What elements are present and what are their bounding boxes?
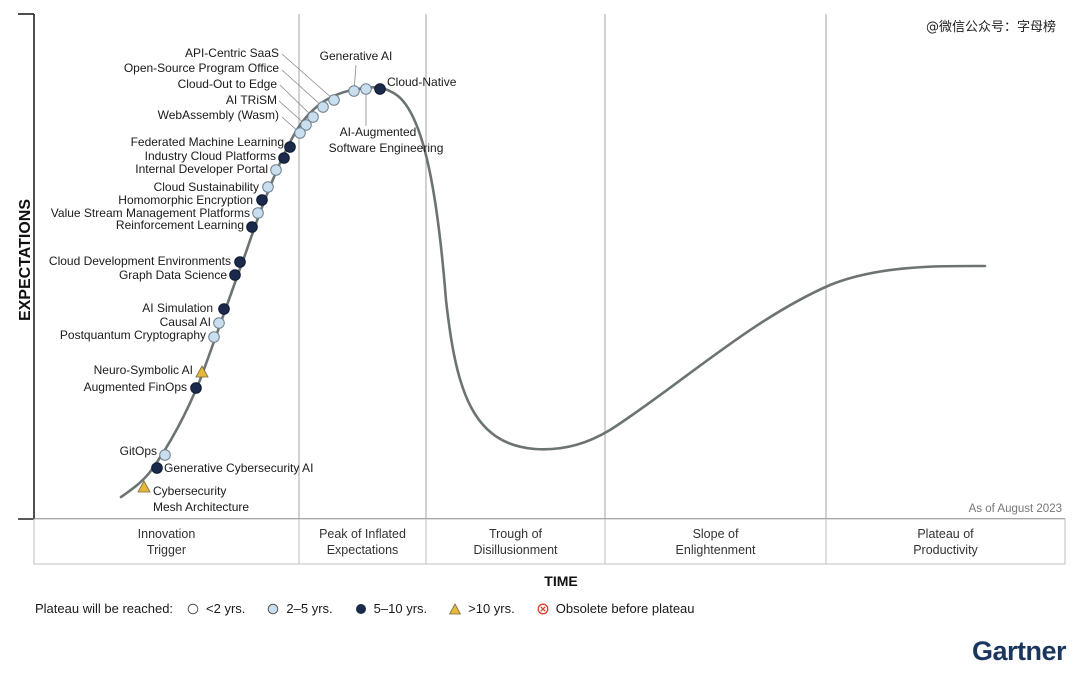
tech-marker-circle (256, 194, 268, 206)
tech-label: WebAssembly (Wasm) (158, 108, 279, 122)
legend-item-obsolete: Obsolete before plateau (537, 601, 695, 616)
tech-marker-circle (252, 207, 264, 219)
label-leader-line (278, 100, 307, 126)
tech-label: Postquantum Cryptography (60, 328, 206, 342)
tech-marker-circle (328, 94, 340, 106)
tech-label: Homomorphic Encryption (118, 193, 253, 207)
tech-label: Value Stream Management Platforms (51, 206, 250, 220)
watermark: @微信公众号：字母榜 (925, 20, 1056, 35)
phase-label: Slope of (693, 527, 739, 541)
tech-label: Causal AI (160, 315, 211, 329)
tech-label: Reinforcement Learning (116, 218, 244, 232)
phase-label: Peak of Inflated (319, 527, 406, 541)
phase-label: Productivity (913, 543, 978, 557)
tech-label: Internal Developer Portal (135, 162, 268, 176)
tech-label: Cloud Development Environments (49, 254, 231, 268)
tech-label: Cloud Sustainability (154, 180, 259, 194)
legend-obsolete-x-icon (537, 603, 549, 614)
tech-marker-circle (213, 317, 225, 329)
y-axis-title: EXPECTATIONS (17, 199, 34, 321)
gartner-logo: Gartner (971, 636, 1067, 666)
tech-marker-circle (151, 462, 163, 474)
tech-marker-circle (208, 331, 220, 343)
tech-marker-circle (294, 127, 306, 139)
tech-label: Software Engineering (329, 141, 444, 155)
tech-label: Cybersecurity (153, 484, 226, 498)
hype-curve (119, 85, 987, 499)
tech-marker-circle (374, 83, 386, 95)
tech-marker-circle (229, 269, 241, 281)
phase-label: Enlightenment (676, 543, 756, 557)
tech-label: Open-Source Program Office (124, 61, 280, 75)
legend-label: Obsolete before plateau (555, 601, 695, 616)
legend-circle-white-icon (187, 603, 199, 614)
legend-label: >10 yrs. (468, 601, 515, 616)
legend-label: <2 yrs. (206, 601, 246, 616)
legend-circle-navy-icon (355, 603, 366, 614)
phase-band (33, 518, 1066, 565)
legend-item-2to5: 2–5 yrs. (267, 601, 333, 616)
legend-item-5to10: 5–10 yrs. (355, 601, 427, 616)
tech-label: API-Centric SaaS (185, 46, 279, 60)
legend-title: Plateau will be reached: (35, 601, 174, 616)
tech-label: Neuro-Symbolic AI (94, 363, 193, 377)
tech-marker-triangle (195, 365, 209, 378)
tech-label: Augmented FinOps (84, 380, 187, 394)
phase-label: Innovation (138, 527, 196, 541)
as-of-label: As of August 2023 (969, 503, 1062, 515)
tech-marker-circle (190, 382, 202, 394)
tech-marker-circle (246, 221, 258, 233)
tech-label: Cloud-Native (387, 75, 457, 89)
legend-label: 5–10 yrs. (373, 601, 428, 616)
tech-label: Mesh Architecture (153, 500, 249, 514)
legend: Plateau will be reached: <2 yrs. 2–5 yrs… (35, 601, 717, 616)
tech-marker-circle (300, 119, 312, 131)
tech-label: Cloud-Out to Edge (178, 77, 278, 91)
phase-label: Expectations (327, 543, 399, 557)
tech-label: AI TRiSM (226, 93, 277, 107)
tech-marker-circle (284, 141, 296, 153)
tech-marker-circle (262, 181, 274, 193)
tech-marker-circle (307, 111, 319, 123)
tech-marker-circle (317, 101, 329, 113)
legend-item-gt10: >10 yrs. (449, 601, 515, 616)
tech-marker-circle (348, 85, 360, 97)
label-leader-line (279, 84, 314, 118)
x-axis-title: TIME (544, 573, 577, 589)
legend-circle-light-blue-icon (268, 603, 279, 614)
phase-label: Trough of (489, 527, 543, 541)
tech-marker-circle (278, 152, 290, 164)
label-leader-line (281, 53, 335, 101)
tech-marker-circle (159, 449, 171, 461)
tech-label: Generative Cybersecurity AI (164, 461, 313, 475)
tech-label: Federated Machine Learning (131, 135, 284, 149)
tech-marker-circle (360, 83, 372, 95)
tech-label: GitOps (120, 444, 157, 458)
phase-label: Plateau of (917, 527, 974, 541)
tech-label: Industry Cloud Platforms (145, 149, 276, 163)
phase-label: Disillusionment (473, 543, 558, 557)
legend-label: 2–5 yrs. (286, 601, 333, 616)
tech-label: Graph Data Science (119, 268, 227, 282)
legend-item-lt2: <2 yrs. (187, 601, 245, 616)
label-leader-line (281, 69, 324, 108)
tech-label: AI-Augmented (340, 125, 417, 139)
tech-marker-circle (270, 164, 282, 176)
tech-marker-triangle (137, 480, 151, 493)
tech-marker-circle (234, 256, 246, 268)
tech-label: AI Simulation (142, 301, 213, 315)
phase-label: Trigger (147, 543, 186, 557)
tech-marker-circle (218, 303, 230, 315)
legend-triangle-yellow-icon (449, 602, 462, 614)
tech-label: Generative AI (320, 49, 393, 63)
